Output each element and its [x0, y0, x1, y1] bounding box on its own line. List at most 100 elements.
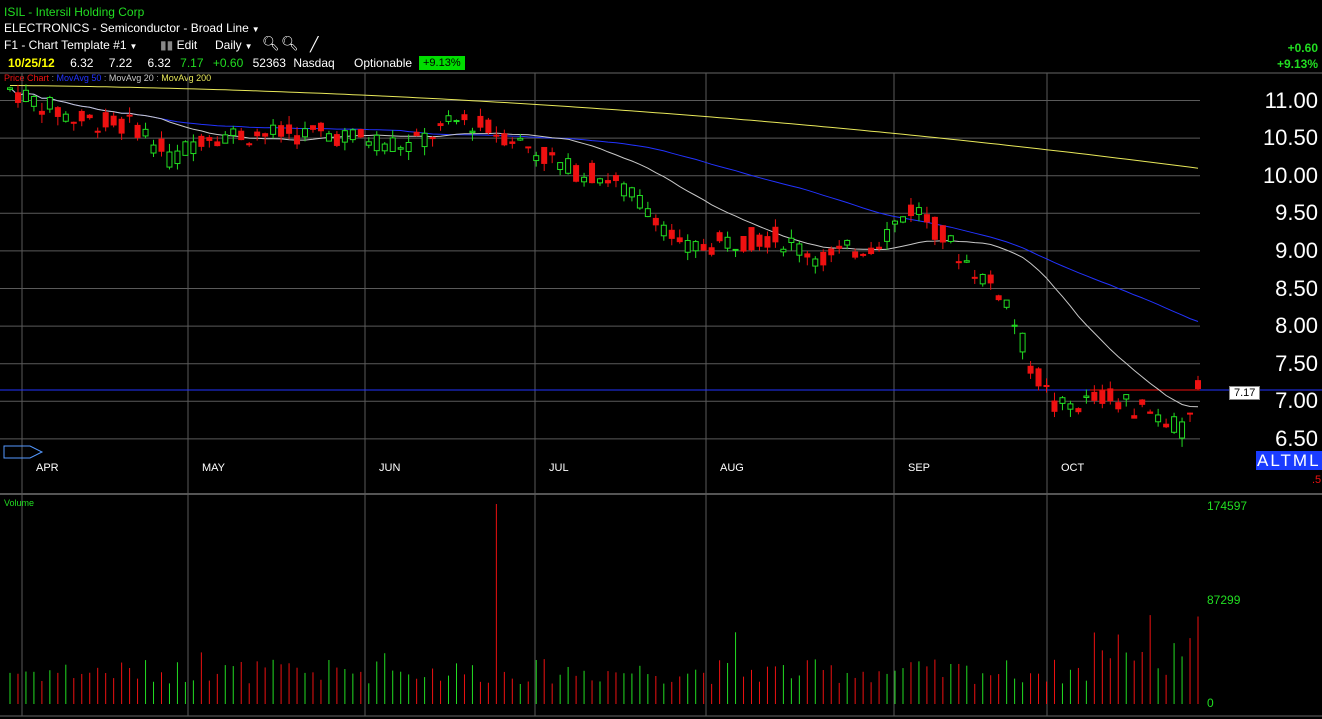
price-tick-label: 10.50	[1262, 125, 1318, 151]
candle-body	[748, 227, 755, 251]
candle-body	[134, 124, 141, 138]
sector-dropdown[interactable]: ELECTRONICS - Semiconductor - Broad Line…	[4, 21, 260, 37]
month-label: MAY	[202, 462, 226, 474]
ma50-line	[9, 87, 1199, 322]
candle-body	[764, 236, 771, 248]
period-label: Daily	[215, 38, 242, 52]
candle-body	[724, 236, 731, 249]
candle-body	[700, 244, 707, 251]
bar-chart-icon: ▮▮	[160, 38, 174, 52]
candle-body	[325, 133, 332, 142]
candle-body	[302, 128, 309, 138]
candle-body	[461, 114, 468, 121]
candle-body	[716, 232, 723, 242]
candle-body	[557, 162, 564, 170]
candle-body	[214, 141, 221, 147]
candle-body	[286, 124, 293, 134]
candle-body	[533, 155, 540, 162]
candle-body	[509, 141, 516, 144]
volume-tick-max: 174597	[1207, 499, 1248, 513]
candle-body	[589, 162, 596, 184]
candle-body	[652, 217, 659, 226]
chart-legend: Price Chart : MovAvg 50 : MovAvg 20 : Mo…	[4, 73, 212, 83]
candle-body	[836, 245, 843, 249]
candle-body	[1171, 416, 1178, 433]
candle-body	[174, 150, 181, 165]
candle-body	[86, 114, 93, 119]
period-dropdown[interactable]: Daily ▼	[215, 38, 253, 54]
candle-body	[70, 121, 77, 124]
candle-body	[939, 225, 946, 243]
candle-body	[1059, 397, 1066, 404]
candle-body	[1091, 391, 1098, 401]
candle-body	[118, 118, 125, 134]
zoom-out-icon[interactable]: 🔍︎	[281, 35, 299, 51]
candle-body	[931, 216, 938, 240]
candle-body	[828, 248, 835, 256]
candle-body	[222, 134, 229, 144]
candle-body	[198, 135, 205, 147]
quote-bar: 10/25/12 6.32 7.22 6.32 7.17 +0.60 52363…	[8, 56, 335, 70]
candle-body	[860, 253, 867, 256]
candle-body	[676, 237, 683, 243]
price-tick-label: 10.00	[1262, 162, 1318, 188]
alt-indicator-labels[interactable]: ALTML	[1256, 451, 1322, 471]
candle-body	[692, 241, 699, 252]
quote-open: 6.32	[70, 56, 94, 70]
candle-body	[628, 187, 635, 198]
quote-close: 7.17	[180, 56, 204, 70]
candle-body	[365, 141, 372, 146]
candle-body	[1155, 414, 1162, 423]
candle-body	[517, 137, 524, 141]
candle-body	[14, 92, 21, 103]
candle-body	[1027, 365, 1034, 374]
chevron-down-icon: ▼	[244, 42, 253, 51]
candle-body	[884, 229, 891, 242]
zoom-in-icon[interactable]: 🔍︎	[262, 35, 280, 51]
chevron-down-icon: ▼	[129, 42, 138, 51]
candle-body	[126, 114, 133, 117]
offscreen-marker: .5	[1312, 474, 1322, 486]
candle-body	[413, 131, 420, 137]
candle-body	[30, 95, 37, 107]
template-dropdown[interactable]: F1 - Chart Template #1 ▼	[4, 38, 137, 54]
month-label: SEP	[908, 462, 931, 474]
candle-body	[397, 147, 404, 150]
candle-body	[1107, 388, 1114, 402]
template-label: F1 - Chart Template #1	[4, 38, 127, 52]
volume-tick-mid: 87299	[1207, 593, 1241, 607]
candle-body	[907, 204, 914, 217]
candle-body	[899, 216, 906, 223]
candle-body	[668, 229, 675, 239]
candle-body	[565, 158, 572, 174]
candle-body	[1187, 412, 1194, 415]
candle-body	[493, 134, 500, 137]
candle-body	[573, 165, 580, 182]
edit-label: Edit	[176, 38, 198, 52]
chevron-down-icon: ▼	[251, 25, 260, 34]
candle-body	[1051, 400, 1058, 412]
candle-body	[525, 146, 532, 149]
candle-body	[1163, 423, 1170, 428]
candle-body	[78, 110, 85, 122]
candle-body	[150, 144, 157, 154]
draw-pen-icon[interactable]: ╱	[310, 36, 319, 52]
price-tick-label: 11.00	[1264, 87, 1318, 113]
candle-body	[246, 143, 253, 146]
candle-body	[772, 226, 779, 243]
candle-body	[732, 248, 739, 251]
price-tick-label: 7.00	[1275, 388, 1318, 414]
edit-button[interactable]: ▮▮ Edit	[160, 38, 197, 52]
right-change: +0.60	[1287, 41, 1318, 55]
candle-body	[190, 141, 197, 155]
candle-body	[1115, 402, 1122, 410]
last-price-tag: 7.17	[1229, 386, 1261, 400]
candle-body	[238, 130, 245, 141]
candle-body	[684, 240, 691, 253]
candle-body	[206, 137, 213, 141]
candle-body	[254, 131, 261, 137]
candle-body	[995, 295, 1002, 301]
candle-body	[437, 123, 444, 127]
quote-volume: 52363	[252, 56, 286, 70]
